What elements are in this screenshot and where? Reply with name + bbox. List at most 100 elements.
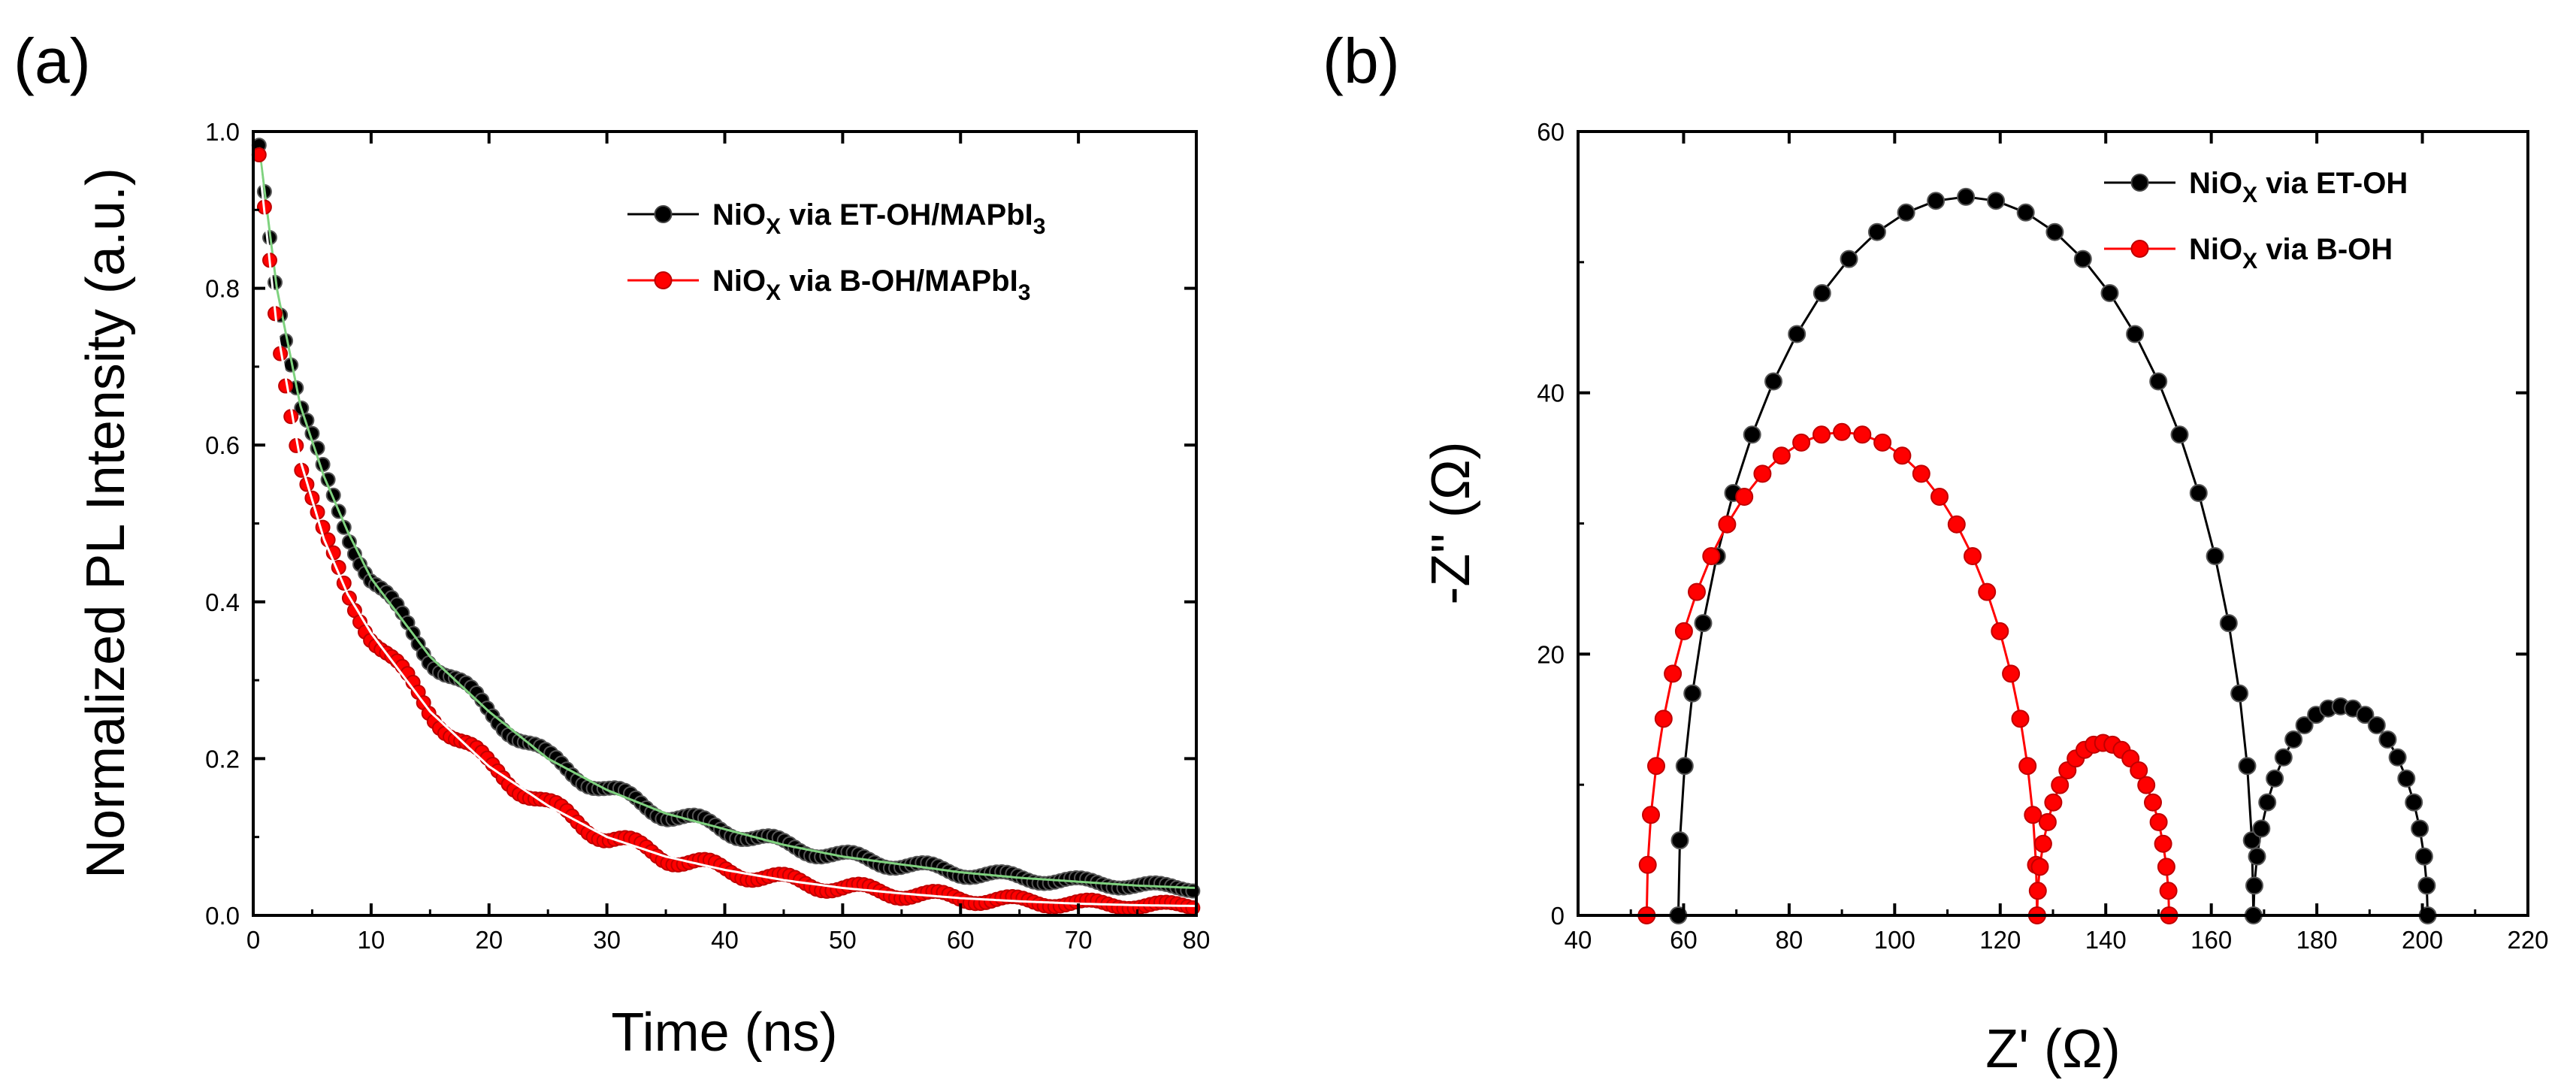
- panel-b-point: [2230, 684, 2249, 703]
- panel-a-x-tick-label: 50: [829, 926, 857, 954]
- panel-b-x-tick-label: 200: [2402, 926, 2443, 954]
- panel-b-point: [1702, 547, 1721, 565]
- panel-a-x-tick-label: 60: [947, 926, 975, 954]
- panel-b-x-tick-label: 160: [2191, 926, 2232, 954]
- panel-b-legend-marker: [2130, 240, 2149, 258]
- panel-b-plot-area: [1637, 187, 2437, 924]
- panel-b-point: [2051, 776, 2070, 794]
- panel-a-y-tick-label: 0.6: [205, 431, 240, 459]
- panel-b-point: [1735, 488, 1754, 506]
- panel-b-point: [1957, 187, 1976, 206]
- panel-b-point: [1853, 425, 1872, 444]
- panel-b-y-tick-label: 20: [1537, 640, 1565, 668]
- panel-b-point: [2028, 882, 2047, 900]
- panel-b-point: [2170, 425, 2189, 444]
- panel-b-point: [2033, 834, 2052, 853]
- panel-b-point: [1978, 582, 1997, 601]
- panel-b-point: [2411, 819, 2429, 838]
- panel-a-x-axis-title: Time (ns): [611, 1003, 837, 1063]
- panel-b-point: [2154, 834, 2172, 853]
- panel-b-point: [2258, 793, 2277, 812]
- panel-b-point: [1642, 806, 1660, 824]
- panel-b-point: [1718, 515, 1737, 534]
- panel-b-point: [2252, 819, 2271, 838]
- panel-a-y-tick-label: 0.2: [205, 745, 240, 773]
- panel-a-fit-line: [258, 147, 1197, 889]
- panel-b-point: [2238, 757, 2257, 776]
- panel-b-y-tick-label: 40: [1537, 380, 1565, 407]
- panel-b-point: [1873, 433, 1892, 452]
- panel-b-point: [2405, 793, 2423, 812]
- panel-a: (a) 0 10 20 30 40 50 60 70 800.00.20.40.60.81.0 …: [14, 26, 1210, 1063]
- panel-a-x-tick-label: 10: [358, 926, 385, 954]
- panel-b-point: [1654, 709, 1673, 728]
- panel-a-x-tick-label: 0: [246, 926, 260, 954]
- panel-b-point: [1688, 582, 1706, 601]
- panel-a-x-tick-label: 70: [1065, 926, 1093, 954]
- panel-a-legend: NiOX via ET-OH/MAPbI3 NiOX via B-OH/MAPbI…: [627, 198, 1045, 305]
- panel-a-x-tick-label: 20: [475, 926, 503, 954]
- panel-b-legend-entry: NiOX via B-OH: [2189, 233, 2393, 274]
- panel-b-x-tick-label: 180: [2296, 926, 2338, 954]
- panel-b-point: [2266, 769, 2284, 788]
- panel-b-series-1: [1637, 422, 2178, 924]
- panel-b-point: [2274, 748, 2293, 767]
- panel-b-point: [2149, 372, 2168, 391]
- panel-b-point: [2030, 858, 2049, 876]
- panel-b-point: [2016, 203, 2035, 222]
- panel-b-series-line: [1645, 431, 2170, 916]
- panel-b-point: [1927, 192, 1946, 210]
- panel-a-legend-marker: [654, 205, 673, 223]
- panel-b-point: [2242, 831, 2261, 850]
- panel-b-point: [2284, 731, 2303, 749]
- panel-a-y-axis-title: Normalized PL Intensity (a.u.): [76, 168, 136, 879]
- panel-b-x-tick-label: 140: [2085, 926, 2127, 954]
- panel-b-y-tick-label: 60: [1537, 118, 1565, 146]
- panel-b-point: [1683, 684, 1702, 703]
- panel-b-point: [1813, 425, 1831, 444]
- panel-b-point: [2245, 876, 2263, 895]
- panel-a-series-1: [251, 147, 1201, 916]
- panel-b-legend-entry: NiOX via ET-OH: [2189, 167, 2408, 207]
- panel-b-point: [1792, 433, 1811, 452]
- panel-a-series-0: [251, 138, 1201, 899]
- panel-b-point: [2388, 748, 2407, 767]
- panel-a-x-tick-label: 80: [1183, 926, 1211, 954]
- panel-a-y-tick-label: 0.0: [205, 902, 240, 930]
- panel-b-point: [1772, 446, 1791, 465]
- panel-b-point: [2206, 547, 2224, 565]
- panel-a-y-tick-label: 1.0: [205, 118, 240, 146]
- panel-b-y-axis-title: -Z'' (Ω): [1421, 441, 1481, 604]
- panel-b-point: [1670, 831, 1689, 850]
- panel-b-point: [1833, 422, 1852, 441]
- panel-b-point: [2144, 793, 2162, 812]
- panel-b-point: [1753, 464, 1772, 483]
- panel-a-axes-frame: [252, 130, 1198, 917]
- panel-b-point: [2018, 757, 2037, 776]
- panel-b-point: [1867, 222, 1886, 241]
- panel-b-point: [1764, 372, 1782, 391]
- panel-b-x-tick-label: 100: [1874, 926, 1915, 954]
- panel-a-legend-marker: [654, 271, 673, 289]
- panel-b-point: [2397, 769, 2416, 788]
- panel-b-point: [1912, 464, 1930, 483]
- panel-a-legend-entry: NiOX via B-OH/MAPbI3: [712, 265, 1030, 305]
- panel-b-point: [1664, 664, 1683, 683]
- panel-b-point: [1930, 488, 1949, 506]
- panel-b-point: [1947, 515, 1966, 534]
- panel-b-point: [2073, 250, 2092, 268]
- panel-b-point: [2038, 812, 2057, 831]
- panel-b-point: [2024, 806, 2042, 824]
- panel-b-point: [1964, 547, 1982, 565]
- panel-b: (b) 40 60 80 100 120 140 160 180 200 220 0 20 40 60 Z…: [1323, 26, 2549, 1079]
- panel-b-point: [2130, 761, 2148, 779]
- panel-b-point: [2045, 222, 2064, 241]
- panel-b-point: [2219, 614, 2238, 633]
- panel-b-legend-marker: [2130, 174, 2149, 192]
- panel-b-x-tick-label: 220: [2507, 926, 2548, 954]
- panel-b-x-axis-title: Z' (Ω): [1985, 1019, 2121, 1079]
- panel-b-point: [2356, 706, 2375, 724]
- panel-b-point: [1638, 855, 1657, 874]
- panel-a-label: (a): [14, 26, 91, 96]
- panel-b-point: [1743, 425, 1761, 444]
